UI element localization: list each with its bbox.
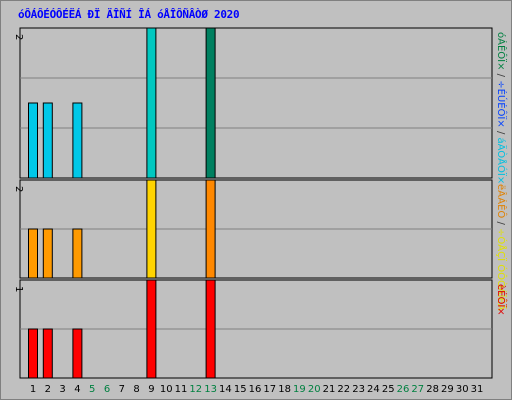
x-tick-day-14: 14 [219, 384, 232, 395]
x-tick-day-5: 5 [89, 384, 95, 395]
legend-entry: èÉÔÏ× [495, 284, 508, 316]
bar-day-2 [42, 102, 53, 179]
legend-entry: / [495, 218, 506, 225]
y-max-label: 2 [13, 186, 24, 192]
x-tick-day-13: 13 [204, 384, 217, 395]
bar-day-13 [205, 179, 216, 279]
legend-entry: áÄÒÅÓÏ× [495, 134, 508, 184]
bar-day-1 [28, 102, 38, 179]
x-tick-day-3: 3 [59, 384, 65, 395]
x-tick-day-2: 2 [45, 384, 51, 395]
x-tick-day-12: 12 [189, 384, 202, 395]
x-tick-day-11: 11 [175, 384, 188, 395]
x-tick-day-24: 24 [367, 384, 380, 395]
y-max-label: 1 [13, 286, 24, 292]
x-tick-day-22: 22 [337, 384, 350, 395]
x-tick-day-1: 1 [30, 384, 36, 395]
bar-day-1 [28, 228, 38, 279]
y-max-label: 2 [13, 34, 24, 40]
x-tick-day-10: 10 [160, 384, 173, 395]
bar-day-2 [42, 328, 53, 379]
x-tick-day-8: 8 [133, 384, 139, 395]
x-tick-day-20: 20 [308, 384, 321, 395]
x-tick-day-18: 18 [278, 384, 291, 395]
legend-entry: ÷ÉÚÉÔÏ× [495, 77, 508, 128]
legend-top: óÁÊÔÏ× / ÷ÉÚÉÔÏ× / áÄÒÅÓÏ× [495, 32, 508, 184]
x-tick-day-17: 17 [263, 384, 276, 395]
x-tick-day-15: 15 [234, 384, 247, 395]
bar-day-9 [146, 279, 157, 379]
bar-day-13 [205, 27, 216, 179]
x-tick-day-28: 28 [426, 384, 439, 395]
x-tick-day-9: 9 [148, 384, 154, 395]
x-tick-day-23: 23 [352, 384, 365, 395]
bar-day-1 [28, 328, 38, 379]
bar-day-9 [146, 27, 157, 179]
legend-entry: / [495, 70, 506, 77]
bar-day-4 [72, 228, 83, 279]
chart-title: óÔÁÔÉÓÔÉËÁ ÐÏ ÄÎÑÍ ÎÁ óÅÎÔÑÂÒØ 2020 [18, 8, 240, 21]
legend-entry: óÁÊÔÏ× [495, 32, 508, 70]
bar-day-9 [146, 179, 157, 279]
legend-entry: / [495, 128, 506, 135]
legend-middle: ëÂÁÊÔ / ÷ÓÅÇÏ ÓÔÒÁÎÉÃ [495, 184, 508, 311]
x-tick-day-31: 31 [471, 384, 484, 395]
legend-entry: ÷ÓÅÇÏ ÓÔÒÁÎÉÃ [495, 225, 508, 311]
x-tick-day-30: 30 [456, 384, 469, 395]
x-tick-day-16: 16 [249, 384, 262, 395]
x-tick-day-6: 6 [104, 384, 110, 395]
x-tick-day-29: 29 [441, 384, 454, 395]
panel-top [19, 27, 493, 179]
legend-bottom: èÉÔÏ× [495, 284, 508, 316]
x-tick-day-19: 19 [293, 384, 306, 395]
x-tick-day-26: 26 [397, 384, 410, 395]
x-tick-day-21: 21 [323, 384, 336, 395]
x-tick-day-4: 4 [74, 384, 80, 395]
bar-day-2 [42, 228, 53, 279]
x-tick-day-27: 27 [411, 384, 424, 395]
legend-entry: ëÂÁÊÔ [495, 184, 508, 218]
x-tick-day-25: 25 [382, 384, 395, 395]
bar-day-13 [205, 279, 216, 379]
x-tick-day-7: 7 [119, 384, 125, 395]
bar-day-4 [72, 102, 83, 179]
bar-day-4 [72, 328, 83, 379]
